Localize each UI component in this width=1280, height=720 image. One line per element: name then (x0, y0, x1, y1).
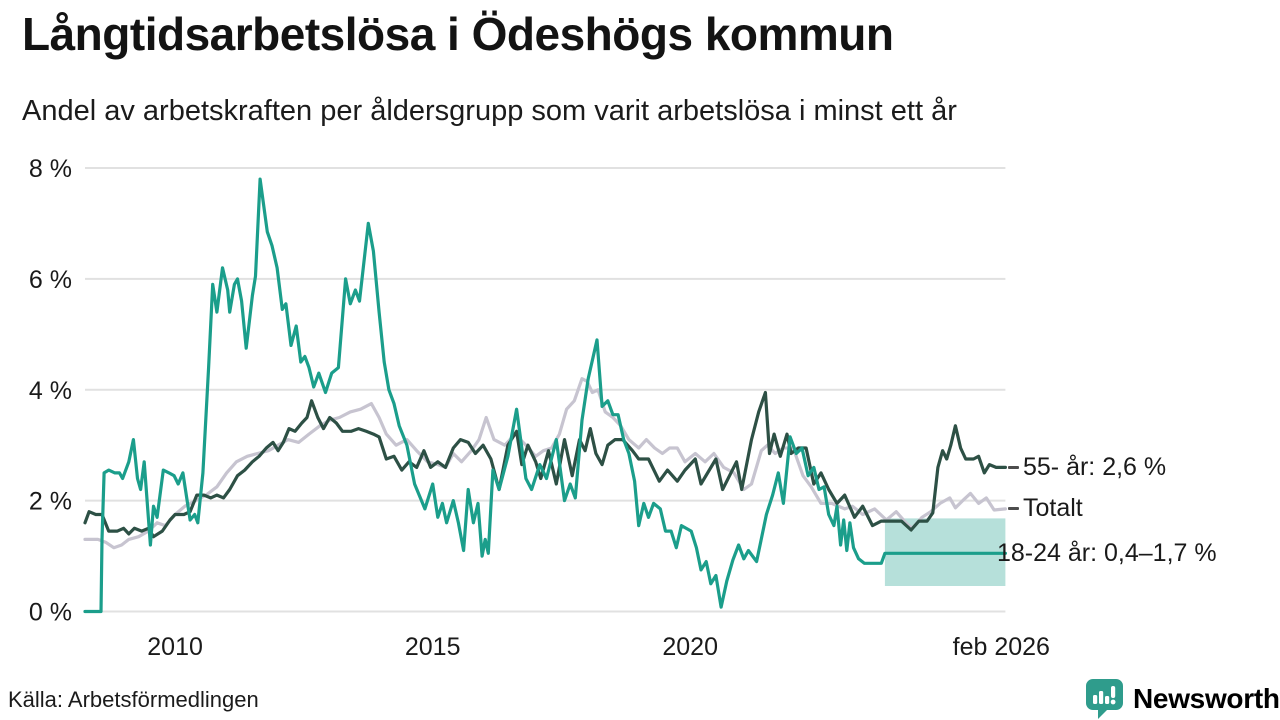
leader-dash-icon (1008, 507, 1019, 511)
series-line-55-r (83, 390, 1008, 539)
x-tick-label: 2020 (662, 633, 718, 661)
y-tick-label: 2 % (29, 488, 72, 516)
y-tick-label: 0 % (29, 599, 72, 627)
annotation-label: 18-24 år: 0,4–1,7 % (997, 538, 1217, 567)
x-tick-label: 2010 (147, 633, 203, 661)
page-title: Långtidsarbetslösa i Ödeshögs kommun (22, 8, 894, 60)
annotation-label: 55- år: 2,6 % (1023, 452, 1167, 481)
newsworthy-logo-icon (1086, 679, 1123, 719)
brand-name: Newsworthy (1133, 682, 1280, 714)
annotation-55-ar: 55- år: 2,6 % (1008, 450, 1166, 484)
annotation-18-24-ar: 18-24 år: 0,4–1,7 % (997, 536, 1217, 570)
series-line-18-24-r (83, 177, 1008, 614)
page-subtitle: Andel av arbetskraften per åldersgrupp s… (22, 95, 957, 127)
leader-dash-icon (1008, 465, 1019, 469)
annotation-label: Totalt (1023, 494, 1083, 523)
x-tick-label: feb 2026 (953, 633, 1050, 661)
y-tick-label: 4 % (29, 377, 72, 405)
y-tick-label: 8 % (29, 155, 72, 183)
source-note: Källa: Arbetsförmedlingen (8, 687, 259, 712)
series-line-totalt (83, 377, 1008, 550)
annotation-totalt: Totalt (1008, 492, 1083, 526)
x-tick-label: 2015 (405, 633, 461, 661)
y-tick-label: 6 % (29, 266, 72, 294)
newsworthy-brand: Newsworthy (1085, 678, 1280, 719)
